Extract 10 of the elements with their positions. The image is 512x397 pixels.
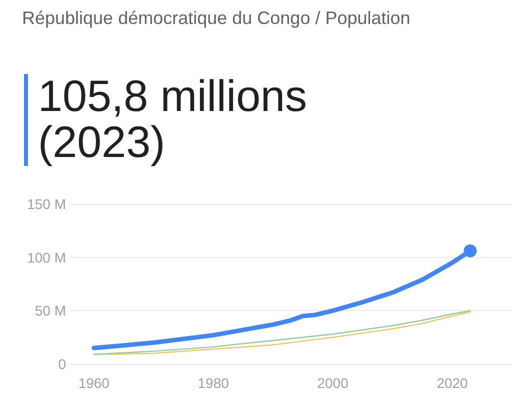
y-tick-label: 150 M — [27, 196, 66, 212]
x-tick-label: 1960 — [78, 375, 110, 391]
chart-title: République démocratique du Congo / Population — [22, 8, 410, 29]
x-tick-label: 2000 — [317, 375, 349, 391]
x-tick-label: 1980 — [198, 375, 230, 391]
y-tick-label: 100 M — [27, 249, 66, 266]
y-tick-label: 0 — [58, 356, 66, 372]
text: 105,8 millions (2023) — [24, 72, 378, 167]
x-tick-label: 2020 — [436, 375, 468, 391]
y-tick-label: 50 M — [34, 302, 66, 319]
